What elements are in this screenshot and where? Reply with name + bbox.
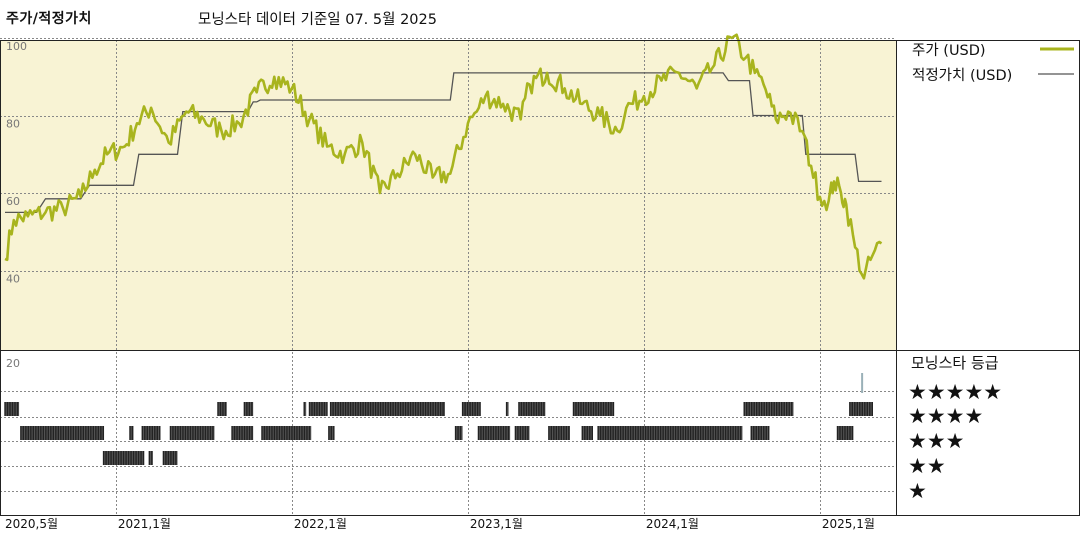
- rating-legend: 모닝스타 등급 ★★★★★ ★★★★ ★★★ ★★ ★: [908, 354, 1002, 503]
- rating-3-star-segment: [477, 426, 511, 440]
- x-tick-label: 2022,1월: [294, 517, 347, 531]
- x-tick-label: 2025,1월: [822, 517, 875, 531]
- rating-segment-fill: [304, 402, 307, 416]
- rating-segment-fill: [506, 402, 509, 416]
- x-tick-label: 2023,1월: [470, 517, 523, 531]
- chart-subtitle: 모닝스타 데이터 기준일 07. 5월 2025: [198, 12, 437, 28]
- rating-label-1-star: ★: [908, 479, 927, 503]
- rating-4-star-segment: [243, 402, 254, 416]
- rating-label-5-stars: ★★★★★: [908, 380, 1002, 404]
- y-tick-labels: 20 40 60 80 100: [6, 40, 27, 370]
- price-line: [4, 33, 883, 280]
- y-tick-label: 100: [6, 40, 27, 53]
- rating-4-star-segment: [572, 402, 615, 416]
- y-tick-label: 20: [6, 357, 20, 370]
- rating-3-star-segment: [231, 426, 254, 440]
- rating-3-star-segment: [836, 426, 854, 440]
- rating-4-star-segment: [518, 402, 546, 416]
- rating-4-star-segment: [4, 402, 20, 416]
- rating-3-star-segment: [169, 426, 215, 440]
- y-tick-label: 80: [6, 118, 20, 131]
- rating-3-star-segment: [597, 426, 743, 440]
- rating-3-star-segment: [581, 426, 593, 440]
- rating-3-star-segment: [20, 426, 105, 440]
- rating-4-star-segment: [743, 402, 794, 416]
- y-tick-label: 40: [6, 273, 20, 286]
- rating-2-star-segment: [102, 451, 145, 465]
- rating-4-star-segment: [308, 402, 328, 416]
- rating-3-star-segment: [261, 426, 312, 440]
- rating-history: [4, 373, 873, 465]
- x-tick-labels: 2020,5월 2021,1월 2022,1월 2023,1월 2024,1월 2025,…: [5, 517, 875, 531]
- price-plot-background: [0, 40, 896, 350]
- rating-2-star-segment: [148, 451, 153, 465]
- x-tick-label: 2024,1월: [646, 517, 699, 531]
- rating-label-3-stars: ★★★: [908, 429, 964, 453]
- rating-3-star-segment: [328, 426, 335, 440]
- rating-4-star-segment: [303, 402, 307, 416]
- y-tick-label: 60: [6, 195, 20, 208]
- rating-3-star-segment: [750, 426, 770, 440]
- rating-row-lines: [0, 391, 896, 492]
- rating-segment-fill: [149, 451, 153, 465]
- rating-4-star-segment: [461, 402, 481, 416]
- rating-3-star-segment: [129, 426, 134, 440]
- rating-3-star-segment: [514, 426, 530, 440]
- rating-4-star-segment: [505, 402, 509, 416]
- chart-title: 주가/적정가치: [6, 11, 92, 27]
- rating-4-star-segment: [217, 402, 227, 416]
- rating-2-star-segment: [162, 451, 178, 465]
- rating-4-star-segment: [849, 402, 873, 416]
- rating-segment-fill: [129, 426, 134, 440]
- legend-label-fair-value: 적정가치 (USD): [912, 67, 1012, 84]
- series: [4, 33, 883, 280]
- rating-panel-title: 모닝스타 등급: [911, 354, 999, 372]
- x-tick-label: 2021,1월: [118, 517, 171, 531]
- rating-label-4-stars: ★★★★: [908, 404, 983, 428]
- legend-label-price: 주가 (USD): [912, 42, 986, 59]
- legend: 주가 (USD) 적정가치 (USD): [912, 42, 1074, 84]
- rating-3-star-segment: [454, 426, 463, 440]
- rating-3-star-segment: [141, 426, 161, 440]
- rating-4-star-segment: [329, 402, 445, 416]
- rating-segment-fill: [455, 426, 463, 440]
- rating-3-star-segment: [548, 426, 570, 440]
- x-tick-label: 2020,5월: [5, 517, 58, 531]
- rating-label-2-stars: ★★: [908, 454, 946, 478]
